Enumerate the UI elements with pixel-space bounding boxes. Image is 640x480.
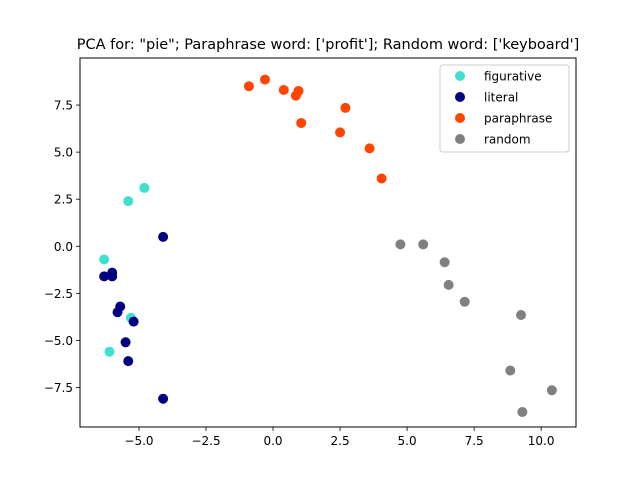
point-random — [517, 406, 528, 417]
legend-marker-literal — [455, 92, 465, 102]
plot-area: −5.0 −2.5 0.0 2.5 5.0 7.5 10.0 −7.5 −5.0 −2.5 0.0 2… — [44, 57, 577, 448]
point-paraphrase — [259, 74, 270, 85]
point-random — [443, 279, 454, 290]
point-literal — [112, 307, 123, 318]
point-figurative — [99, 254, 110, 265]
point-random — [395, 239, 406, 250]
point-paraphrase — [296, 117, 307, 128]
x-tick-label: 2.5 — [331, 434, 350, 448]
point-random — [418, 239, 429, 250]
y-tick-label: 2.5 — [54, 193, 73, 207]
axes-frame — [79, 57, 577, 428]
legend-label-random: random — [484, 133, 531, 147]
series-literal — [99, 231, 169, 404]
y-tick-label: −2.5 — [44, 287, 73, 301]
point-random — [516, 309, 527, 320]
series-paraphrase — [243, 74, 387, 184]
x-tick-label: 10.0 — [528, 434, 555, 448]
series-figurative — [99, 182, 150, 357]
point-random — [546, 385, 557, 396]
point-random — [439, 257, 450, 268]
point-paraphrase — [364, 143, 375, 154]
legend-label-literal: literal — [484, 91, 518, 105]
x-tick-label: 7.5 — [465, 434, 484, 448]
legend-label-figurative: figurative — [484, 70, 542, 84]
point-paraphrase — [278, 85, 289, 96]
point-figurative — [104, 346, 115, 357]
point-paraphrase — [376, 173, 387, 184]
x-tick-label: 5.0 — [398, 434, 417, 448]
point-paraphrase — [290, 90, 301, 101]
point-paraphrase — [335, 127, 346, 138]
point-random — [459, 296, 470, 307]
point-literal — [120, 337, 131, 348]
point-literal — [158, 231, 169, 242]
x-tick-label: −5.0 — [124, 434, 153, 448]
point-figurative — [123, 196, 134, 207]
legend-label-paraphrase: paraphrase — [484, 112, 552, 126]
series-random — [395, 239, 557, 417]
point-literal — [107, 271, 118, 282]
x-tick-label: −2.5 — [191, 434, 220, 448]
x-tick-label: 0.0 — [263, 434, 282, 448]
point-literal — [123, 356, 134, 367]
y-tick-label: 0.0 — [54, 240, 73, 254]
y-tick-label: −5.0 — [44, 334, 73, 348]
legend-box — [439, 64, 570, 153]
y-tick-label: 5.0 — [54, 146, 73, 160]
y-tick-label: −7.5 — [44, 381, 73, 395]
legend-marker-figurative — [455, 71, 465, 81]
chart-title: PCA for: "pie"; Paraphrase word: ['profi… — [77, 37, 579, 53]
point-paraphrase — [340, 102, 351, 113]
point-figurative — [139, 182, 150, 193]
point-random — [505, 365, 516, 376]
y-tick-label: 7.5 — [54, 99, 73, 113]
legend-marker-paraphrase — [455, 113, 465, 123]
legend-marker-random — [455, 134, 465, 144]
point-literal — [158, 393, 169, 404]
legend: figurative literal paraphrase random — [439, 64, 570, 153]
point-literal — [99, 271, 110, 282]
point-literal — [128, 316, 139, 327]
point-paraphrase — [243, 81, 254, 92]
